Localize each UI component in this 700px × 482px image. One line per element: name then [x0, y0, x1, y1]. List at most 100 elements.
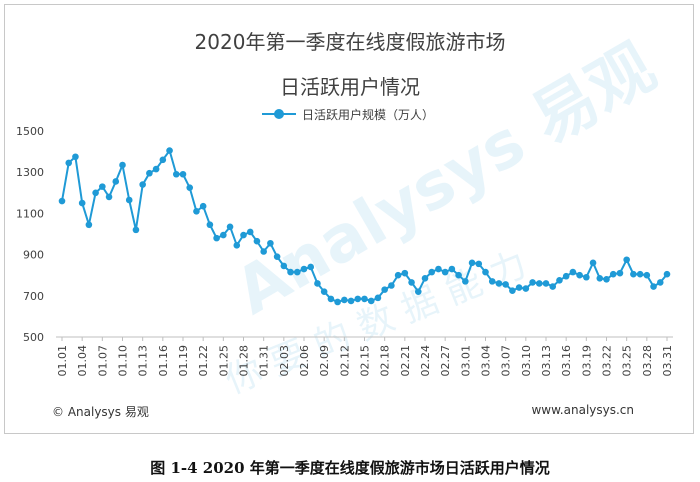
data-point [522, 285, 530, 292]
data-point [246, 228, 254, 236]
data-point [569, 268, 577, 276]
data-point [293, 268, 301, 276]
data-point [152, 165, 160, 173]
data-point [596, 274, 604, 282]
chart-subtitle: 日活跃用户情况 [280, 75, 420, 99]
x-tick-label: 01.25 [217, 345, 230, 377]
data-point [233, 242, 241, 249]
data-point [179, 170, 187, 178]
data-point [199, 202, 207, 210]
legend-line-marker [262, 109, 296, 119]
data-point [388, 282, 395, 289]
data-point [267, 239, 274, 247]
chart-title: 2020年第一季度在线度假旅游市场 [194, 30, 506, 54]
data-point [334, 298, 341, 306]
data-point [401, 269, 409, 277]
data-point [394, 271, 402, 279]
data-point [280, 262, 288, 270]
data-point [367, 297, 375, 305]
x-tick-label: 02.03 [278, 345, 291, 377]
data-point [556, 277, 563, 284]
x-tick-label: 01.19 [177, 345, 190, 377]
data-point [482, 268, 489, 276]
data-point [643, 271, 651, 279]
data-point [260, 248, 267, 255]
data-point [455, 271, 462, 279]
data-point [119, 161, 126, 169]
data-point [623, 256, 630, 264]
data-point [99, 183, 106, 190]
data-point [428, 268, 436, 276]
data-point [125, 196, 133, 204]
data-point [327, 295, 335, 303]
x-tick-label: 03.16 [560, 345, 573, 377]
data-point [576, 271, 583, 279]
x-tick-label: 02.15 [359, 345, 372, 377]
footer-copyright: © Analysys 易观 [52, 405, 149, 419]
legend: 日活跃用户规模（万人） [262, 104, 434, 124]
data-point [166, 147, 173, 154]
data-point [65, 159, 73, 167]
data-point [341, 296, 348, 304]
data-point [220, 231, 227, 239]
data-point [502, 281, 509, 288]
x-tick-label: 03.01 [459, 345, 472, 377]
x-tick-label: 01.31 [258, 345, 271, 377]
data-point [240, 231, 247, 239]
x-tick-label: 01.07 [96, 345, 109, 377]
y-tick-label: 900 [23, 249, 44, 262]
x-tick-label: 02.06 [298, 345, 311, 377]
x-tick-label: 03.31 [661, 345, 674, 377]
data-point [132, 226, 140, 234]
data-point [320, 288, 328, 295]
y-axis: 500 700 900 1100 1300 1500 [16, 125, 44, 344]
x-tick-label: 02.18 [379, 345, 392, 377]
data-point [347, 297, 355, 305]
x-tick-label: 03.25 [621, 345, 634, 377]
x-tick-label: 01.04 [76, 345, 89, 377]
data-point [85, 221, 93, 229]
data-point [300, 265, 308, 273]
series-group [58, 147, 671, 306]
data-point [636, 270, 644, 278]
x-tick-label: 03.13 [540, 345, 553, 377]
data-point [475, 260, 483, 268]
data-point [287, 268, 294, 276]
x-tick-label: 01.13 [137, 345, 150, 377]
data-point [435, 265, 442, 273]
data-point [441, 268, 449, 276]
data-point [112, 178, 120, 185]
y-tick-label: 700 [23, 290, 44, 303]
data-point [146, 169, 153, 177]
x-tick-label: 02.21 [399, 345, 412, 377]
data-point [549, 283, 557, 290]
data-point [609, 270, 617, 278]
x-tick-label: 03.04 [480, 345, 493, 377]
legend-label: 日活跃用户规模（万人） [302, 107, 435, 122]
data-point [448, 265, 456, 273]
data-point [361, 295, 368, 303]
data-point [616, 269, 624, 277]
x-tick-label: 02.12 [338, 345, 351, 377]
x-axis: 01.01 01.04 01.07 01.10 01.13 01.16 01.19 01.22… [56, 336, 674, 377]
y-tick-label: 1300 [16, 166, 44, 179]
data-point [206, 221, 214, 229]
data-point [354, 295, 362, 303]
data-point [583, 273, 590, 281]
data-point [72, 153, 79, 161]
data-point [529, 279, 536, 286]
footer-website: www.analysys.cn [531, 403, 634, 417]
data-point [105, 193, 113, 201]
x-tick-label: 01.01 [56, 345, 69, 377]
data-point [515, 284, 523, 291]
data-point [307, 263, 315, 271]
data-point [159, 156, 167, 164]
data-point [656, 279, 664, 286]
data-point [273, 253, 281, 260]
data-point [226, 223, 234, 231]
y-tick-label: 1500 [16, 125, 44, 138]
data-point [193, 208, 200, 215]
data-point [421, 274, 429, 282]
data-point [172, 170, 180, 178]
